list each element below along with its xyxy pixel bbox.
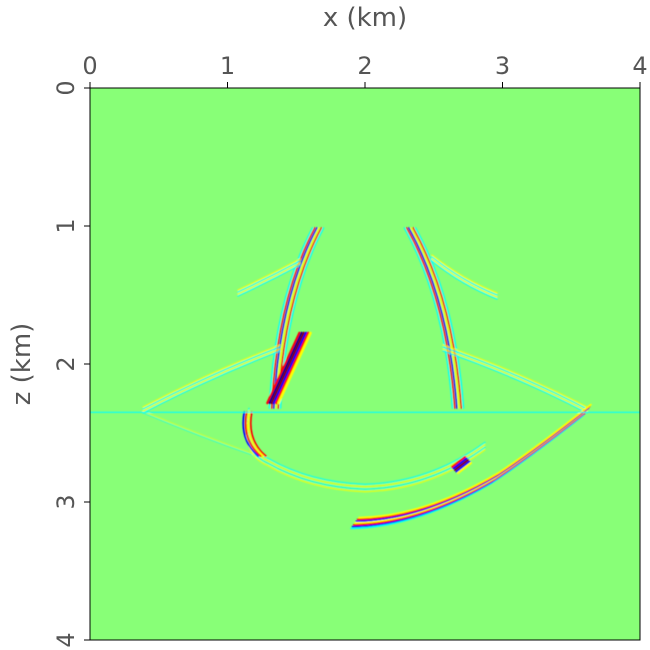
right-diagonal-upper [442,344,588,414]
right-blob-wavelet [452,457,468,470]
strong-diagonal [350,403,592,530]
left-arc-upper-wavelet [268,227,314,409]
plot-area [90,88,640,640]
strong-blob-wavelet [277,331,312,405]
right-diagonal-upper-wavelet [442,350,588,414]
left-arc-upper [268,227,325,409]
left-diagonal-upper [142,344,281,414]
left-diagonal-upper-wavelet [142,346,281,410]
right-blob-wavelet [456,461,473,475]
right-arc-wavelet [410,227,461,409]
left-branch-wavelet [237,258,301,291]
left-diagonal-lower-wavelet [142,410,264,458]
strong-blob-wavelet [274,331,310,405]
right-diagonal-upper-wavelet [442,346,588,410]
right-blob-wavelet [450,455,467,469]
right-branch-wavelet [431,260,498,300]
right-arc-wavelet [412,227,463,409]
right-arc-wavelet [407,227,458,409]
left-branch-wavelet [237,264,301,297]
wavefield-events [90,227,640,530]
right-blob [450,455,473,475]
left-diagonal-upper-wavelet [142,348,281,412]
x-axis: 0 1 2 3 4 [82,52,648,88]
x-axis-label: x (km) [323,3,407,33]
left-branch-wavelet [237,260,301,293]
right-blob-wavelet [455,460,471,473]
y-axis: 0 1 2 3 4 [52,80,90,648]
y-tick-label: 4 [52,632,80,647]
right-arc [403,227,465,409]
y-tick-label: 2 [52,356,80,371]
right-diagonal-upper-wavelet [442,344,588,408]
right-diagonal-upper-wavelet [442,348,588,412]
left-diagonal-upper-wavelet [142,344,281,408]
strong-diagonal-wavelet [358,403,592,519]
lower-curve-strong-wavelet [247,411,265,457]
lower-curve-strong [242,411,267,457]
lower-curve-strong-wavelet [249,411,267,457]
right-branch-wavelet [431,256,498,296]
strong-blob-wavelet [266,331,301,405]
right-blob-wavelet [453,458,470,472]
right-arc-wavelet [403,227,454,409]
right-branch-wavelet [431,258,498,298]
lower-curve-strong-wavelet [244,411,262,457]
right-arc-wavelet [405,227,456,409]
strong-blob-wavelet [270,331,306,405]
right-arc-wavelet [414,227,465,409]
left-diagonal-lower [142,410,264,460]
strong-blob-wavelet [268,331,304,405]
right-branch [431,254,498,300]
x-tick-label: 2 [357,52,372,80]
left-diagonal-upper-wavelet [142,350,281,414]
lower-curve-wavelet [246,415,486,493]
strong-blob-wavelet [272,331,308,405]
y-axis-label: z (km) [7,323,37,406]
y-tick-label: 1 [52,218,80,233]
right-branch-wavelet [431,254,498,294]
strong-blob [266,331,312,405]
left-diagonal-lower-wavelet [142,412,264,460]
left-branch [237,258,301,297]
x-tick-label: 0 [82,52,97,80]
left-arc-upper-wavelet [270,227,316,409]
x-tick-label: 3 [495,52,510,80]
y-tick-label: 0 [52,80,80,95]
x-tick-label: 1 [220,52,235,80]
lower-curve-strong-wavelet [242,411,260,457]
x-tick-label: 4 [632,52,647,80]
y-tick-label: 3 [52,494,80,509]
left-branch-wavelet [237,262,301,295]
